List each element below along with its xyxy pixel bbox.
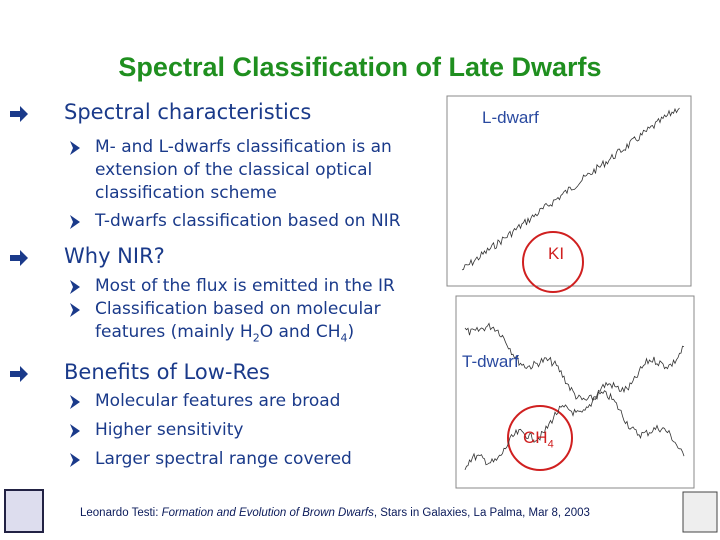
sub-bullet: Molecular features are broad [95, 390, 340, 413]
bullet-heading: Benefits of Low-Res [64, 360, 270, 384]
plot-label: T-dwarf [462, 352, 519, 371]
sub-bullet-arrow [70, 424, 80, 438]
plot-label: L-dwarf [482, 108, 539, 127]
text-run: ) [347, 322, 355, 342]
sub-bullet: Most of the flux is emitted in the IR [95, 275, 395, 298]
feature-label: KI [548, 244, 565, 263]
text-line: features (mainly H2O and CH4) [95, 321, 381, 349]
text-line: M- and L-dwarfs classification is an [95, 137, 392, 157]
subscript: 4 [547, 438, 554, 451]
sub-bullet: Classification based on molecular feature… [95, 298, 381, 349]
spectrum [461, 107, 680, 271]
bullet-arrow [10, 366, 28, 382]
bullet-heading: Spectral characteristics [64, 100, 312, 124]
highlight-circle [507, 405, 573, 471]
spectrum [464, 322, 685, 457]
text-line: classification scheme [95, 183, 277, 203]
text-line: Classification based on molecular [95, 299, 381, 319]
bullet-heading: Why NIR? [64, 244, 165, 268]
bullet-arrow [10, 106, 28, 122]
sub-bullet-arrow [70, 453, 80, 467]
separator: : [155, 507, 159, 519]
sub-bullet-arrow [70, 303, 80, 317]
text-run: O and CH [259, 322, 341, 342]
sub-bullet: Larger spectral range covered [95, 448, 352, 471]
text-line: extension of the classical optical [95, 160, 373, 180]
sub-bullet: Higher sensitivity [95, 419, 244, 442]
text-line: Higher sensitivity [95, 420, 244, 440]
sub-bullet-arrow [70, 280, 80, 294]
talk-title: Formation and Evolution of Brown Dwarfs [158, 507, 374, 519]
plot-frame [455, 295, 695, 489]
slide-title: Spectral Classification of Late Dwarfs [118, 52, 602, 82]
sub-bullet: T-dwarfs classification based on NIR [95, 210, 401, 233]
text-run: features (mainly H [95, 322, 253, 342]
spectrum [464, 345, 685, 471]
subscript: 2 [252, 331, 260, 345]
footer: Leonardo Testi: Formation and Evolution … [80, 507, 590, 519]
subscript: 4 [340, 331, 348, 345]
sub-bullet-arrow [70, 215, 80, 229]
text-line: Larger spectral range covered [95, 449, 352, 469]
text-line: Most of the flux is emitted in the IR [95, 276, 395, 296]
text-line: Molecular features are broad [95, 391, 341, 411]
sub-bullet-arrow [70, 395, 80, 409]
sub-bullet: M- and L-dwarfs classification is an exte… [95, 136, 392, 205]
feature-text: CH [523, 428, 548, 447]
feature-label: CH4 [523, 428, 554, 450]
text-line: T-dwarfs classification based on NIR [95, 211, 401, 231]
logo [4, 489, 44, 533]
sub-bullet-arrow [70, 141, 80, 155]
plot-frame [446, 95, 692, 287]
logo [682, 491, 718, 533]
author: Leonardo Testi [80, 507, 156, 519]
highlight-circle [522, 231, 584, 293]
venue: , Stars in Galaxies, La Palma, Mar 8, 20… [373, 507, 590, 519]
bullet-arrow [10, 250, 28, 266]
